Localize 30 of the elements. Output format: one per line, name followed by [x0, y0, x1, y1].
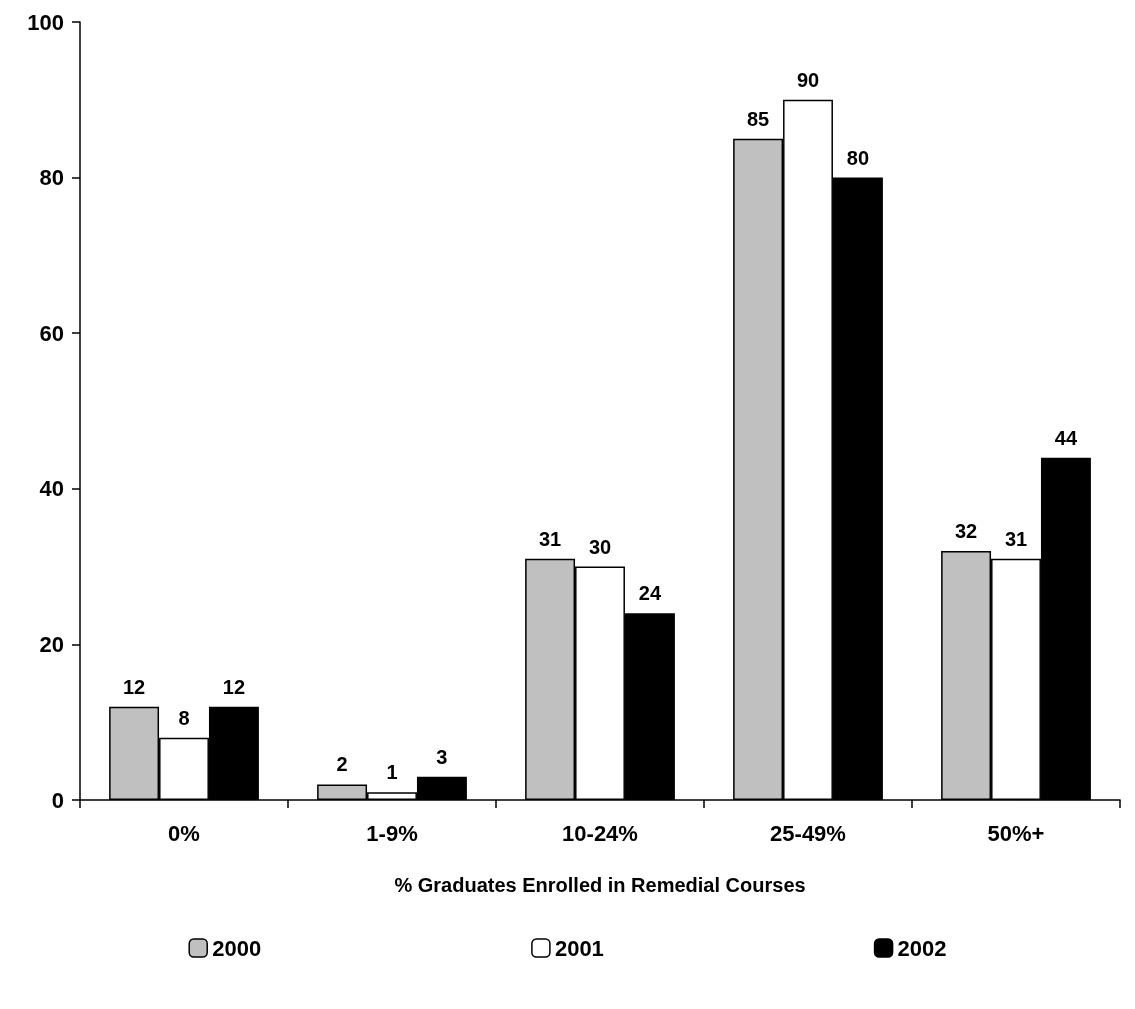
x-tick-label: 1-9% [366, 820, 418, 846]
data-label: 90 [796, 68, 820, 91]
legend-label: 2002 [897, 935, 947, 961]
x-tick-label: 25-49% [770, 820, 846, 846]
x-axis-title: % Graduates Enrolled in Remedial Courses [394, 874, 806, 896]
data-label: 80 [846, 146, 870, 169]
x-tick-label: 10-24% [562, 820, 638, 846]
data-label: 85 [746, 107, 770, 130]
data-label: 3 [436, 745, 448, 768]
data-label: 12 [222, 675, 246, 698]
x-tick-label: 0% [168, 820, 200, 846]
y-tick-label: 60 [39, 320, 64, 346]
data-label: 44 [1054, 426, 1078, 449]
data-label: 32 [954, 520, 978, 543]
data-label: 31 [538, 527, 562, 550]
data-label: 12 [122, 675, 146, 698]
legend-label: 2000 [212, 935, 262, 961]
x-tick-label: 50%+ [987, 820, 1045, 846]
y-tick-label: 80 [39, 165, 64, 191]
data-label: 30 [588, 535, 612, 558]
data-label: 24 [638, 582, 662, 605]
data-label: 2 [336, 753, 348, 776]
data-label: 8 [178, 706, 190, 729]
y-tick-label: 40 [39, 476, 64, 502]
legend-label: 2001 [554, 935, 604, 961]
data-label: 31 [1004, 527, 1028, 550]
y-tick-label: 100 [27, 9, 64, 35]
y-tick-label: 20 [39, 631, 64, 657]
data-label: 1 [386, 761, 398, 784]
y-tick-label: 0 [51, 787, 64, 813]
